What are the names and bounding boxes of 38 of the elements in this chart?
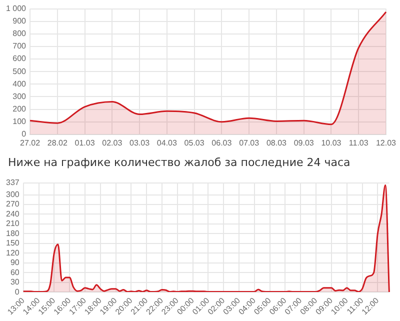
y-tick-label: 900 xyxy=(12,16,27,26)
x-tick-label: 27.02 xyxy=(20,138,41,148)
y-tick-label: 30 xyxy=(10,278,20,287)
x-tick-label: 28.02 xyxy=(47,138,68,148)
y-tick-label: 0 xyxy=(22,130,27,139)
y-tick-label: 270 xyxy=(6,200,20,209)
y-tick-label: 300 xyxy=(12,92,27,101)
y-tick-label: 700 xyxy=(12,42,27,51)
x-tick-label: 01.03 xyxy=(74,138,96,148)
x-tick-label: 09.03 xyxy=(294,138,314,148)
chart-title: Ниже на графике количество жалоб за последние 24 часа xyxy=(7,155,352,171)
y-tick-label: 600 xyxy=(12,54,27,64)
y-tick-label: 800 xyxy=(12,29,27,38)
y-tick-label: 1 000 xyxy=(6,4,27,14)
y-tick-label: 200 xyxy=(12,104,27,114)
x-tick-label: 12.03 xyxy=(376,138,397,148)
y-tick-label: 240 xyxy=(6,209,20,218)
x-tick-label: 10.03 xyxy=(321,138,342,148)
y-tick-label: 180 xyxy=(6,228,20,238)
x-tick-label: 03.03 xyxy=(130,138,150,148)
y-tick-label: 100 xyxy=(12,117,27,126)
x-tick-label: 02.03 xyxy=(102,138,123,148)
y-tick-label: 300 xyxy=(6,190,20,199)
x-tick-label: 05.03 xyxy=(184,138,205,148)
y-tick-label: 337 xyxy=(6,178,20,188)
y-tick-label: 90 xyxy=(10,258,20,268)
x-tick-label: 11.03 xyxy=(348,138,369,148)
y-tick-label: 60 xyxy=(10,268,20,277)
y-tick-label: 120 xyxy=(6,248,20,258)
x-tick-label: 08.03 xyxy=(266,138,288,148)
y-tick-label: 210 xyxy=(6,219,20,228)
x-tick-label: 06.03 xyxy=(212,138,232,148)
x-tick-label: 04.03 xyxy=(156,138,178,148)
x-tick-label: 07.03 xyxy=(239,138,260,148)
y-tick-label: 0 xyxy=(14,287,20,296)
y-tick-label: 150 xyxy=(6,238,20,248)
y-tick-label: 500 xyxy=(12,66,27,76)
y-tick-label: 400 xyxy=(12,79,27,88)
